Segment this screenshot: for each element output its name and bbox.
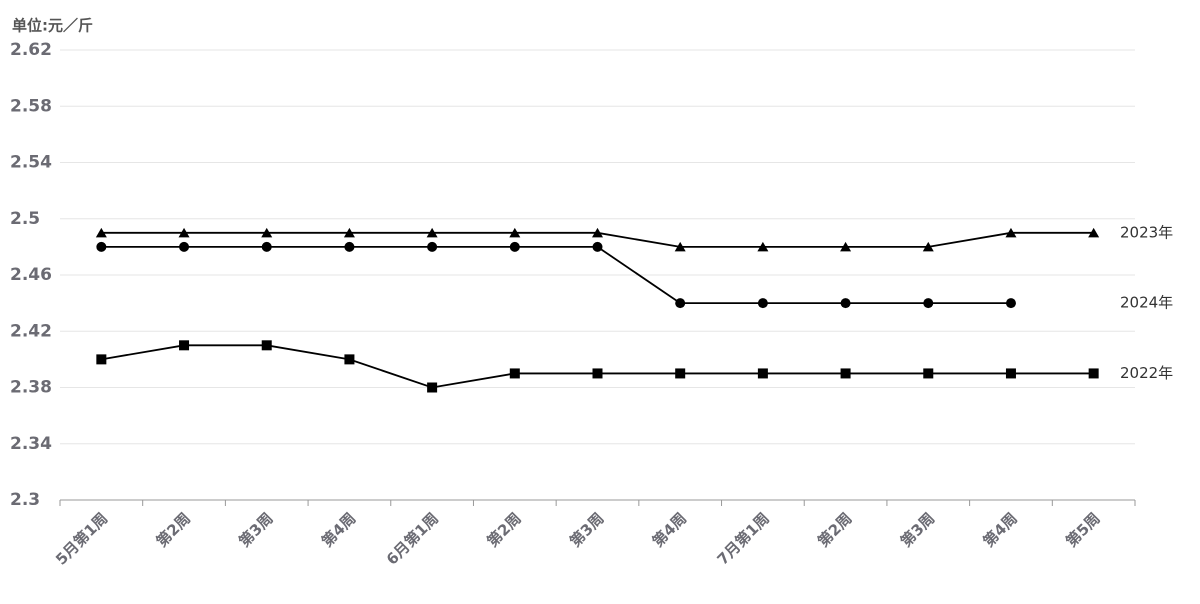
marker <box>261 241 272 252</box>
y-tick-label: 2.42 <box>10 321 52 341</box>
marker <box>96 241 107 252</box>
x-tick-label: 第4周 <box>318 509 359 550</box>
marker <box>1005 298 1016 309</box>
y-tick-label: 2.58 <box>10 96 52 116</box>
marker <box>675 368 686 379</box>
x-tick-label: 7月第1周 <box>714 509 773 568</box>
marker <box>592 227 603 238</box>
x-tick-label: 第3周 <box>897 509 938 550</box>
marker <box>757 368 768 379</box>
marker <box>840 368 851 379</box>
marker <box>179 241 190 252</box>
marker <box>1005 227 1017 238</box>
marker <box>923 368 934 379</box>
x-tick-label: 第4周 <box>980 509 1021 550</box>
y-tick-label: 2.3 <box>10 490 40 510</box>
y-tick-label: 2.54 <box>10 153 52 173</box>
x-tick-label: 第4周 <box>649 509 690 550</box>
marker <box>922 241 934 252</box>
marker <box>509 241 520 252</box>
x-tick-label: 第2周 <box>153 509 194 550</box>
y-axis-label: 单位:元／斤 <box>12 17 93 35</box>
y-tick-label: 2.46 <box>10 265 52 285</box>
series-line <box>101 245 1011 305</box>
x-tick-label: 第2周 <box>814 509 855 550</box>
marker <box>344 354 355 365</box>
y-tick-label: 2.5 <box>10 209 40 229</box>
marker <box>261 227 273 238</box>
marker <box>427 382 438 393</box>
y-tick-label: 2.38 <box>10 378 52 398</box>
marker <box>178 227 190 238</box>
marker <box>1088 368 1099 379</box>
x-tick-label: 第3周 <box>235 509 276 550</box>
marker <box>509 368 520 379</box>
marker <box>427 241 438 252</box>
x-tick-label: 第3周 <box>566 509 607 550</box>
marker <box>261 340 272 351</box>
marker <box>840 241 852 252</box>
x-tick-label: 第2周 <box>483 509 524 550</box>
marker <box>96 354 107 365</box>
x-tick-label: 第5周 <box>1062 509 1103 550</box>
y-tick-label: 2.62 <box>10 40 52 60</box>
marker <box>1088 227 1100 238</box>
marker <box>1005 368 1016 379</box>
marker <box>179 340 190 351</box>
x-tick-label: 6月第1周 <box>383 509 442 568</box>
marker <box>923 298 934 309</box>
marker <box>674 241 686 252</box>
marker <box>344 241 355 252</box>
marker <box>343 227 355 238</box>
marker <box>757 298 768 309</box>
series-label: 2022年 <box>1120 364 1173 382</box>
series-label: 2023年 <box>1120 223 1173 241</box>
marker <box>757 241 769 252</box>
marker <box>840 298 851 309</box>
marker <box>509 227 521 238</box>
marker <box>592 241 603 252</box>
marker <box>592 368 603 379</box>
marker <box>95 227 107 238</box>
marker <box>675 298 686 309</box>
series-label: 2024年 <box>1120 294 1173 312</box>
y-tick-label: 2.34 <box>10 434 52 454</box>
marker <box>426 227 438 238</box>
x-tick-label: 5月第1周 <box>52 509 111 568</box>
series-line <box>101 344 1094 389</box>
